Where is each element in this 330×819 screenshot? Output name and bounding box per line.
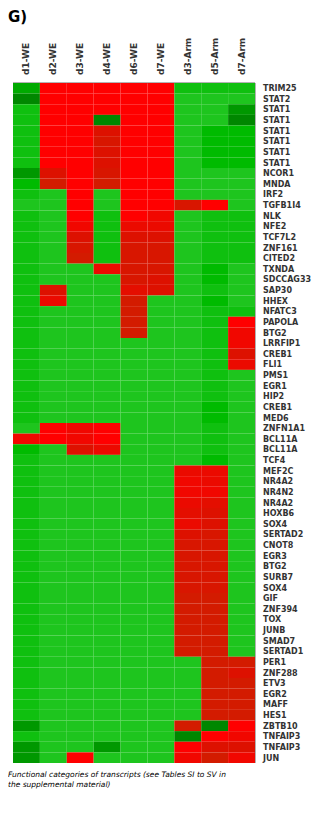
svg-text:MED6: MED6 — [263, 414, 289, 423]
svg-text:TNFAIP3: TNFAIP3 — [263, 732, 300, 741]
html-text:the supplemental material): the supplemental material) — [8, 780, 111, 789]
svg-text:TNFAIP3: TNFAIP3 — [263, 743, 300, 752]
svg-text:NR4N2: NR4N2 — [263, 488, 294, 497]
svg-text:CREB1: CREB1 — [263, 403, 293, 412]
svg-text:LRRFIP1: LRRFIP1 — [263, 339, 301, 348]
svg-text:STAT1: STAT1 — [263, 127, 291, 136]
svg-text:d3-WE: d3-WE — [75, 43, 85, 75]
svg-text:SERTAD2: SERTAD2 — [263, 530, 303, 539]
svg-text:MAFF: MAFF — [263, 700, 288, 709]
svg-text:STAT1: STAT1 — [263, 148, 291, 157]
svg-text:ZNF288: ZNF288 — [263, 669, 298, 678]
svg-text:TGFB1I4: TGFB1I4 — [263, 201, 301, 210]
svg-text:HIP2: HIP2 — [263, 392, 284, 401]
svg-text:NCOR1: NCOR1 — [263, 169, 295, 178]
svg-text:BCL11A: BCL11A — [263, 445, 298, 454]
svg-text:NFATC3: NFATC3 — [263, 307, 297, 316]
svg-text:EGR1: EGR1 — [263, 382, 287, 391]
svg-text:IRF2: IRF2 — [263, 190, 283, 199]
svg-text:PAPOLA: PAPOLA — [263, 318, 299, 327]
svg-text:ZNFN1A1: ZNFN1A1 — [263, 424, 305, 433]
svg-text:SOX4: SOX4 — [263, 520, 287, 529]
svg-text:NR4A2: NR4A2 — [263, 477, 293, 486]
svg-text:BTG2: BTG2 — [263, 329, 287, 338]
svg-text:ETV3: ETV3 — [263, 679, 286, 688]
svg-text:d3-Arm: d3-Arm — [183, 38, 193, 75]
svg-text:FLI1: FLI1 — [263, 360, 283, 369]
svg-text:d7-WE: d7-WE — [156, 43, 166, 75]
svg-text:CREB1: CREB1 — [263, 350, 293, 359]
svg-text:PMS1: PMS1 — [263, 371, 289, 380]
svg-text:TCF4: TCF4 — [263, 456, 286, 465]
svg-text:MEF2C: MEF2C — [263, 467, 293, 476]
svg-text:HES1: HES1 — [263, 711, 287, 720]
svg-text:BCL11A: BCL11A — [263, 435, 298, 444]
svg-text:SURB7: SURB7 — [263, 573, 293, 582]
svg-text:STAT1: STAT1 — [263, 105, 291, 114]
svg-text:d5-Arm: d5-Arm — [210, 38, 220, 75]
svg-text:JUNB: JUNB — [262, 626, 285, 635]
svg-text:MNDA: MNDA — [263, 180, 291, 189]
svg-text:d2-WE: d2-WE — [48, 43, 58, 75]
svg-text:SERTAD1: SERTAD1 — [263, 647, 304, 656]
svg-text:d4-WE: d4-WE — [102, 43, 112, 75]
svg-text:PER1: PER1 — [263, 658, 286, 667]
svg-text:CNOT8: CNOT8 — [263, 541, 294, 550]
svg-text:NLK: NLK — [263, 212, 282, 221]
svg-text:TCF7L2: TCF7L2 — [263, 233, 296, 242]
svg-text:TRIM25: TRIM25 — [263, 84, 297, 93]
svg-text:STAT1: STAT1 — [263, 159, 291, 168]
svg-text:HHEX: HHEX — [263, 297, 289, 306]
svg-text:GIF: GIF — [263, 594, 278, 603]
html-text:Functional categories of trans: Functional categories of transcripts (se… — [8, 770, 226, 779]
svg-text:HOXB6: HOXB6 — [263, 509, 294, 518]
svg-text:EGR3: EGR3 — [263, 552, 287, 561]
svg-text:SMAD7: SMAD7 — [263, 637, 295, 646]
svg-text:STAT1: STAT1 — [263, 137, 291, 146]
svg-text:SAP30: SAP30 — [263, 286, 292, 295]
svg-text:JUN: JUN — [262, 754, 279, 763]
svg-text:NR4A2: NR4A2 — [263, 499, 293, 508]
svg-text:TOX: TOX — [263, 615, 282, 624]
svg-text:d7-Arm: d7-Arm — [237, 38, 247, 75]
svg-text:ZBTB10: ZBTB10 — [263, 722, 298, 731]
svg-text:d1-WE: d1-WE — [21, 43, 31, 75]
svg-text:EGR2: EGR2 — [263, 690, 287, 699]
svg-text:SDCCAG33: SDCCAG33 — [263, 275, 311, 284]
svg-text:ZNF394: ZNF394 — [263, 605, 298, 614]
html-text:G): G) — [8, 8, 28, 26]
svg-text:ZNF161: ZNF161 — [263, 244, 298, 253]
svg-text:TXNDA: TXNDA — [263, 265, 295, 274]
svg-text:BTG2: BTG2 — [263, 562, 287, 571]
svg-text:STAT2: STAT2 — [263, 95, 290, 104]
svg-text:NFE2: NFE2 — [263, 222, 286, 231]
svg-text:SOX4: SOX4 — [263, 584, 287, 593]
svg-text:d6-WE: d6-WE — [129, 43, 139, 75]
svg-text:CITED2: CITED2 — [263, 254, 295, 263]
svg-text:STAT1: STAT1 — [263, 116, 291, 125]
